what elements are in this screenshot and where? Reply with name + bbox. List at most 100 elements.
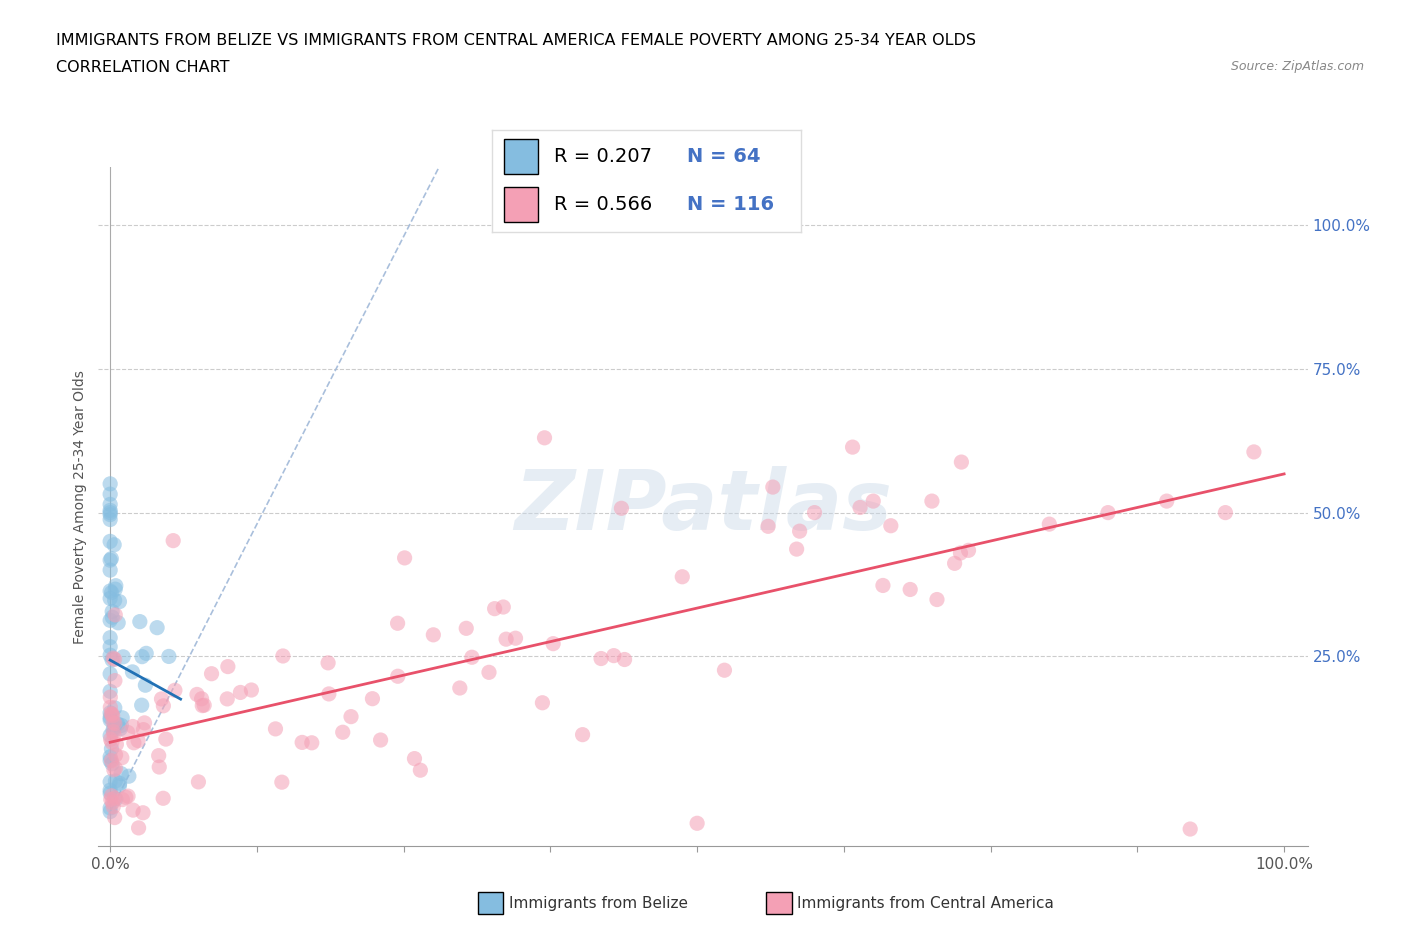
Point [1243, 445, 1265, 459]
Point [115, 790, 138, 804]
Point [98, 712, 121, 727]
Point [541, 636, 564, 651]
Point [104, 716, 127, 731]
Point [101, 610, 124, 625]
Point [98, 750, 121, 764]
Point [841, 440, 863, 455]
Point [404, 751, 426, 766]
Point [786, 541, 808, 556]
Point [103, 724, 125, 739]
Point [713, 663, 735, 678]
Point [191, 698, 214, 713]
Point [98, 753, 121, 768]
Point [193, 698, 215, 712]
Point [101, 707, 124, 722]
Point [98, 783, 121, 798]
Point [101, 756, 124, 771]
Point [104, 774, 127, 789]
Point [104, 748, 127, 763]
Point [98, 613, 121, 628]
Point [370, 733, 392, 748]
Point [449, 681, 471, 696]
Point [131, 698, 153, 712]
Point [387, 616, 409, 631]
Point [100, 585, 122, 600]
Text: N = 116: N = 116 [688, 195, 775, 215]
Point [105, 737, 128, 751]
Point [121, 719, 143, 734]
Point [98, 728, 121, 743]
Text: ZIPatlas: ZIPatlas [515, 466, 891, 548]
Point [128, 820, 150, 835]
Point [98, 476, 121, 491]
Point [98, 507, 121, 522]
Point [112, 649, 135, 664]
Point [533, 431, 555, 445]
Point [111, 711, 134, 725]
Point [152, 698, 174, 713]
Point [610, 501, 633, 516]
Point [152, 790, 174, 805]
Point [803, 505, 825, 520]
Point [100, 707, 122, 722]
Point [108, 776, 131, 790]
Point [148, 748, 170, 763]
Point [103, 763, 125, 777]
Point [950, 455, 973, 470]
Point [98, 801, 121, 816]
Point [361, 691, 384, 706]
Point [200, 666, 222, 681]
Point [949, 546, 972, 561]
Point [101, 651, 124, 666]
Point [98, 563, 121, 578]
Point [127, 733, 149, 748]
Point [98, 584, 121, 599]
Point [387, 669, 409, 684]
Point [104, 578, 127, 593]
Point [111, 751, 134, 765]
Point [162, 533, 184, 548]
Point [484, 601, 506, 616]
Point [134, 678, 156, 693]
Point [146, 620, 169, 635]
Point [128, 614, 150, 629]
Point [1180, 821, 1202, 836]
Point [104, 761, 127, 776]
Point [872, 578, 894, 593]
Point [613, 652, 636, 667]
Point [492, 600, 515, 615]
Point [456, 621, 478, 636]
Point [101, 735, 124, 750]
Point [101, 604, 124, 619]
Text: R = 0.207: R = 0.207 [554, 147, 652, 166]
Point [264, 722, 287, 737]
Point [107, 616, 129, 631]
Point [117, 725, 139, 740]
Point [101, 652, 124, 667]
Text: N = 64: N = 64 [688, 147, 761, 166]
Point [270, 775, 292, 790]
Point [880, 518, 903, 533]
Text: Immigrants from Belize: Immigrants from Belize [509, 896, 688, 910]
Point [671, 569, 693, 584]
Point [531, 696, 554, 711]
Point [110, 718, 132, 733]
Point [271, 648, 294, 663]
Point [98, 699, 121, 714]
Point [571, 727, 593, 742]
Point [862, 494, 884, 509]
Point [98, 684, 121, 698]
Point [591, 651, 613, 666]
FancyBboxPatch shape [505, 188, 538, 222]
Point [789, 524, 811, 538]
Point [98, 552, 121, 567]
Point [217, 659, 239, 674]
Point [98, 591, 121, 605]
Point [1156, 494, 1178, 509]
Point [104, 673, 127, 688]
Y-axis label: Female Poverty Among 25-34 Year Olds: Female Poverty Among 25-34 Year Olds [73, 370, 87, 644]
Point [409, 763, 432, 777]
Point [101, 709, 124, 724]
Point [98, 534, 121, 549]
Point [301, 736, 323, 751]
